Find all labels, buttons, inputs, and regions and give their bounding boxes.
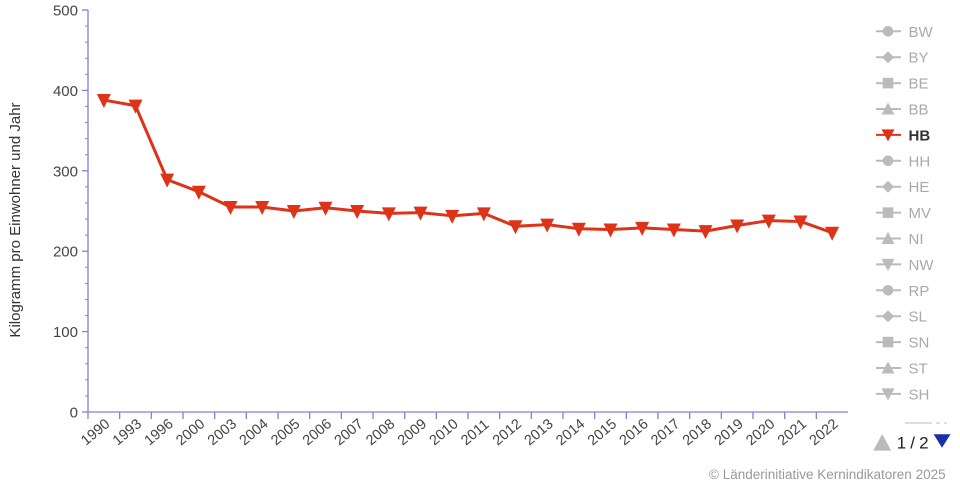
svg-text:BW: BW	[909, 24, 934, 41]
svg-text:2019: 2019	[712, 416, 747, 449]
svg-text:2011: 2011	[458, 417, 492, 449]
svg-text:Kilogramm pro Einwohner und Ja: Kilogramm pro Einwohner und Jahr	[7, 102, 24, 337]
svg-text:BB: BB	[909, 102, 929, 119]
svg-text:HB: HB	[909, 127, 931, 144]
svg-text:2021: 2021	[775, 416, 810, 449]
svg-text:500: 500	[53, 3, 78, 20]
svg-text:BE: BE	[909, 76, 929, 93]
svg-text:NW: NW	[909, 257, 935, 274]
svg-text:NI: NI	[909, 231, 924, 248]
svg-text:2003: 2003	[205, 416, 240, 449]
svg-text:1996: 1996	[142, 416, 177, 449]
svg-text:2000: 2000	[173, 416, 208, 449]
svg-text:2012: 2012	[490, 416, 525, 449]
svg-text:1990: 1990	[78, 416, 113, 449]
svg-text:0: 0	[70, 405, 78, 422]
svg-text:SN: SN	[909, 335, 930, 352]
svg-text:2015: 2015	[585, 416, 620, 449]
svg-text:2007: 2007	[332, 416, 367, 449]
svg-text:400: 400	[53, 83, 78, 100]
svg-text:300: 300	[53, 163, 78, 180]
svg-text:BY: BY	[909, 50, 929, 67]
svg-text:2020: 2020	[743, 416, 778, 449]
svg-text:2013: 2013	[522, 416, 557, 449]
svg-text:2005: 2005	[268, 416, 303, 449]
svg-text:2014: 2014	[553, 416, 588, 449]
svg-text:2018: 2018	[680, 416, 715, 449]
svg-text:HE: HE	[909, 179, 930, 196]
svg-text:200: 200	[53, 244, 78, 261]
svg-text:ST: ST	[909, 361, 928, 378]
svg-text:2022: 2022	[807, 416, 842, 449]
svg-text:2008: 2008	[363, 416, 398, 449]
svg-text:1993: 1993	[110, 416, 145, 449]
svg-text:2017: 2017	[648, 416, 683, 449]
svg-text:© Länderinitiative Kernindikat: © Länderinitiative Kernindikatoren 2025	[709, 467, 946, 482]
svg-text:HH: HH	[909, 153, 931, 170]
svg-text:2009: 2009	[395, 416, 430, 449]
svg-text:SH: SH	[909, 386, 930, 403]
svg-text:100: 100	[53, 324, 78, 341]
svg-text:2010: 2010	[427, 416, 462, 449]
svg-text:RP: RP	[909, 283, 930, 300]
svg-text:2016: 2016	[617, 416, 652, 449]
svg-text:1 / 2: 1 / 2	[897, 434, 929, 453]
svg-text:SL: SL	[909, 309, 927, 326]
svg-text:2006: 2006	[300, 416, 335, 449]
svg-text:2004: 2004	[237, 416, 272, 449]
svg-text:MV: MV	[909, 205, 932, 222]
